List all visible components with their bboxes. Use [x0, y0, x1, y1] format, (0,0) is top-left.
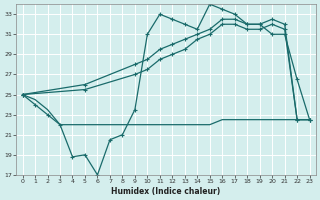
- X-axis label: Humidex (Indice chaleur): Humidex (Indice chaleur): [111, 187, 221, 196]
